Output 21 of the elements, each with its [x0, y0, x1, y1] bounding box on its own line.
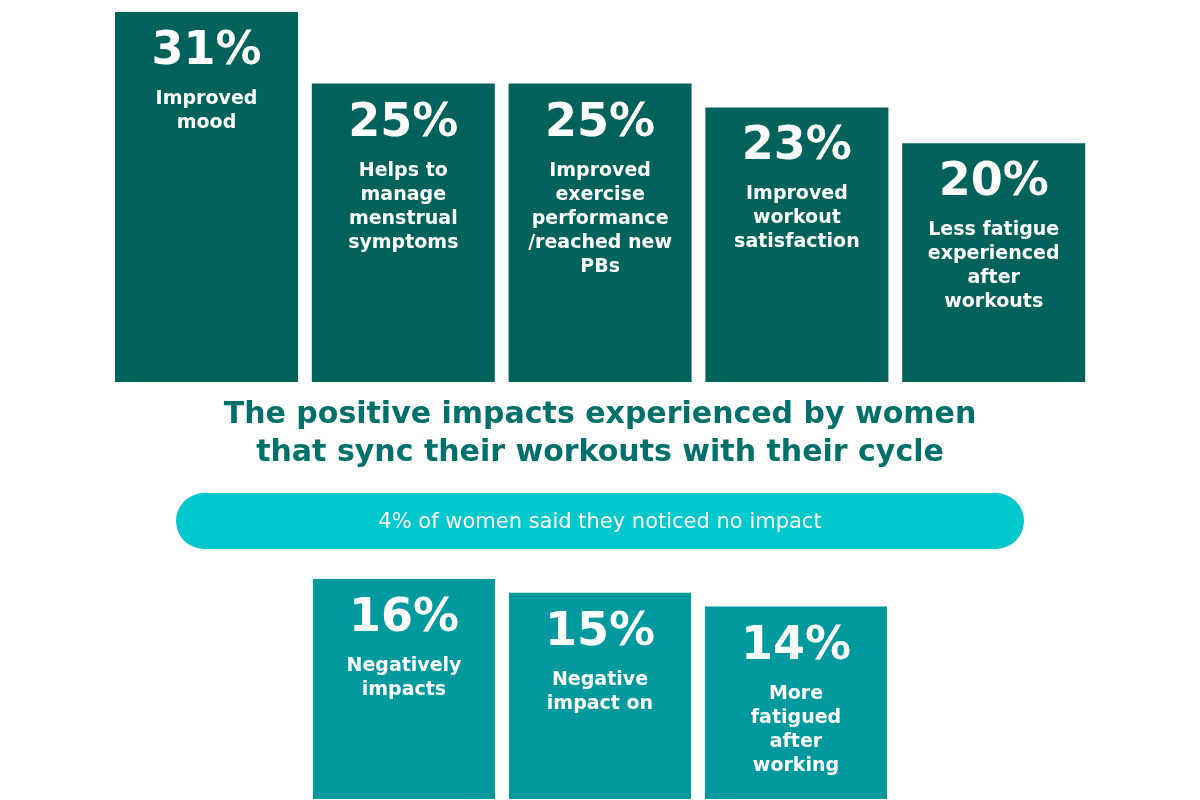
- x-tick-label: Negative impact on: [546, 666, 654, 713]
- bar: [115, 12, 298, 382]
- data-label: 14%: [740, 615, 852, 670]
- data-label: 25%: [545, 92, 656, 147]
- x-tick-label: Improved workout satisfaction: [734, 181, 860, 252]
- data-label: 23%: [741, 116, 852, 171]
- text: 4% of women said they noticed no impact: [176, 493, 1024, 549]
- data-label: 15%: [544, 601, 656, 656]
- bar: [705, 107, 889, 382]
- x-tick-label: Improved mood: [155, 86, 258, 132]
- bar: [311, 83, 495, 382]
- x-tick-label: More fatigued after working: [750, 680, 842, 775]
- x-tick-label: Negatively impacts: [346, 653, 463, 699]
- data-label: 16%: [348, 588, 460, 642]
- data-label: 31%: [151, 21, 262, 75]
- x-tick-label: Improved exercise performance /reached new PBs: [528, 157, 673, 276]
- x-tick-label: Less fatigue experienced after workouts: [927, 217, 1060, 312]
- data-label: 20%: [938, 152, 1049, 207]
- data-label: 25%: [348, 92, 459, 147]
- x-tick-label: Helps to manage menstrual symptoms: [348, 157, 459, 252]
- text: The positive impacts experienced by women that sync their workouts with their cycle: [222, 394, 978, 469]
